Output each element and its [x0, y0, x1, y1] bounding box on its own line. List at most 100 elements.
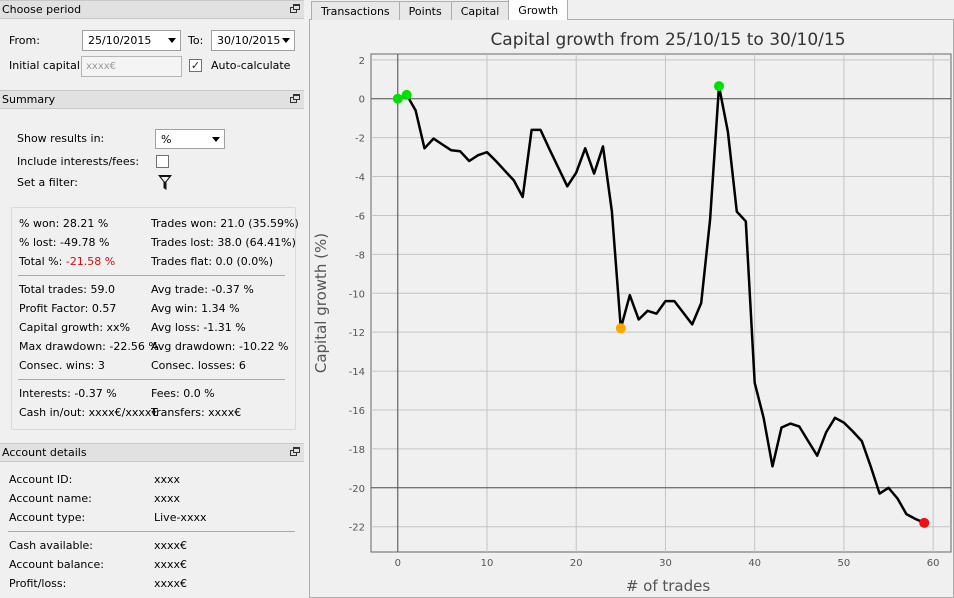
stats-divider: [18, 379, 285, 380]
y-tick-label: -16: [349, 406, 365, 417]
tab-transactions[interactable]: Transactions: [311, 1, 400, 20]
marker-end: [919, 517, 930, 528]
chevron-down-icon[interactable]: [168, 38, 176, 43]
chevron-down-icon[interactable]: [282, 38, 290, 43]
trades-won: Trades won: 21.0 (35.59%): [151, 217, 299, 230]
stats-box: % won: 28.21 % Trades won: 21.0 (35.59%)…: [11, 207, 299, 430]
from-label: From:: [9, 34, 40, 47]
trades-flat: Trades flat: 0.0 (0.0%): [151, 255, 274, 268]
x-tick-label: 0: [395, 558, 401, 569]
avg-drawdown: Avg drawdown: -10.22 %: [151, 340, 289, 353]
cash-inout: Cash in/out: xxxx€/xxxx€: [19, 406, 159, 419]
avg-win: Avg win: 1.34 %: [151, 302, 240, 315]
tab-growth[interactable]: Growth: [508, 0, 569, 20]
auto-calculate-checkbox[interactable]: ✓: [189, 59, 202, 72]
x-tick-label: 50: [838, 558, 851, 569]
consec-losses: Consec. losses: 6: [151, 359, 246, 372]
x-axis-label: # of trades: [626, 577, 711, 595]
include-interests-checkbox[interactable]: [156, 155, 169, 168]
account-type-value: Live-xxxx: [154, 511, 207, 524]
y-tick-label: -6: [355, 211, 365, 222]
account-balance-label: Account balance:: [9, 558, 104, 571]
include-interests-label: Include interests/fees:: [17, 155, 140, 168]
stats-divider: [18, 275, 285, 276]
y-tick-label: -22: [349, 523, 365, 534]
undock-icon[interactable]: [290, 447, 300, 457]
trades-lost: Trades lost: 38.0 (64.41%): [151, 236, 296, 249]
consec-wins: Consec. wins: 3: [19, 359, 105, 372]
fees: Fees: 0.0 %: [151, 387, 215, 400]
y-tick-label: -10: [349, 289, 365, 300]
account-balance-value: xxxx€: [154, 558, 188, 571]
filter-label: Set a filter:: [17, 176, 78, 189]
y-tick-label: -4: [355, 173, 365, 184]
account-divider: [8, 531, 295, 532]
y-tick-label: 2: [359, 56, 365, 67]
y-tick-label: -18: [349, 445, 365, 456]
won-pct: % won: 28.21 %: [19, 217, 109, 230]
profit-loss-label: Profit/loss:: [9, 577, 67, 590]
initial-capital-label: Initial capital:: [9, 59, 84, 72]
account-id-value: xxxx: [154, 473, 181, 486]
y-tick-label: -2: [355, 134, 365, 145]
marker-start: [392, 93, 403, 104]
capital-growth: Capital growth: xx%: [19, 321, 131, 334]
show-results-select[interactable]: %: [155, 129, 225, 149]
y-tick-label: -12: [349, 328, 365, 339]
x-tick-label: 20: [570, 558, 583, 569]
total-pct-value: -21.58 %: [65, 255, 116, 268]
chevron-down-icon[interactable]: [212, 137, 220, 142]
tab-bar: Transactions Points Capital Growth: [311, 0, 569, 20]
marker-peak: [714, 81, 724, 92]
undock-icon[interactable]: [290, 4, 300, 14]
interests: Interests: -0.37 %: [19, 387, 117, 400]
left-panel: Choose period From: 25/10/2015 To: 30/10…: [0, 0, 304, 598]
avg-loss: Avg loss: -1.31 %: [151, 321, 246, 334]
x-tick-label: 60: [927, 558, 940, 569]
profit-loss-value: xxxx€: [154, 577, 188, 590]
show-results-value: %: [161, 132, 172, 146]
chart-title: Capital growth from 25/10/15 to 30/10/15: [490, 30, 845, 50]
cash-available-label: Cash available:: [9, 539, 93, 552]
marker-peak: [401, 89, 412, 100]
to-date-picker[interactable]: 30/10/2015: [211, 30, 295, 51]
show-results-label: Show results in:: [17, 132, 105, 145]
from-date-picker[interactable]: 25/10/2015: [82, 30, 181, 51]
choose-period-header[interactable]: Choose period: [0, 0, 304, 19]
checkmark-icon: ✓: [190, 59, 201, 72]
to-date-value: 30/10/2015: [217, 34, 281, 47]
tab-points[interactable]: Points: [398, 1, 452, 20]
summary-title: Summary: [2, 93, 56, 106]
chart-panel: Capital growth from 25/10/15 to 30/10/15…: [309, 19, 954, 598]
tab-capital[interactable]: Capital: [450, 1, 510, 20]
y-tick-label: -20: [349, 484, 365, 495]
y-axis-label: Capital growth (%): [312, 233, 330, 373]
growth-chart: Capital growth from 25/10/15 to 30/10/15…: [312, 30, 952, 595]
profit-factor: Profit Factor: 0.57: [19, 302, 117, 315]
y-tick-label: 0: [359, 95, 365, 106]
avg-trade: Avg trade: -0.37 %: [151, 283, 254, 296]
total-pct-label: Total %:: [19, 255, 66, 268]
initial-capital-placeholder: xxxx€: [86, 61, 117, 72]
total-trades: Total trades: 59.0: [19, 283, 115, 296]
plot-area: [370, 53, 952, 553]
y-tick-label: -14: [349, 367, 365, 378]
lost-pct: % lost: -49.78 %: [19, 236, 110, 249]
undock-icon[interactable]: [290, 94, 300, 104]
summary-header[interactable]: Summary: [0, 90, 304, 109]
from-date-value: 25/10/2015: [88, 34, 152, 47]
max-drawdown: Max drawdown: -22.56 %: [19, 340, 159, 353]
account-name-label: Account name:: [9, 492, 92, 505]
auto-calculate-label: Auto-calculate: [211, 59, 291, 72]
y-tick-label: -8: [355, 250, 365, 261]
initial-capital-input[interactable]: xxxx€: [81, 56, 182, 77]
transfers: Transfers: xxxx€: [151, 406, 242, 419]
account-name-value: xxxx: [154, 492, 181, 505]
account-id-label: Account ID:: [9, 473, 73, 486]
x-tick-label: 10: [481, 558, 494, 569]
x-tick-label: 40: [748, 558, 761, 569]
account-details-title: Account details: [2, 446, 87, 459]
account-details-header[interactable]: Account details: [0, 443, 304, 462]
filter-icon[interactable]: [157, 174, 173, 191]
account-type-label: Account type:: [9, 511, 86, 524]
